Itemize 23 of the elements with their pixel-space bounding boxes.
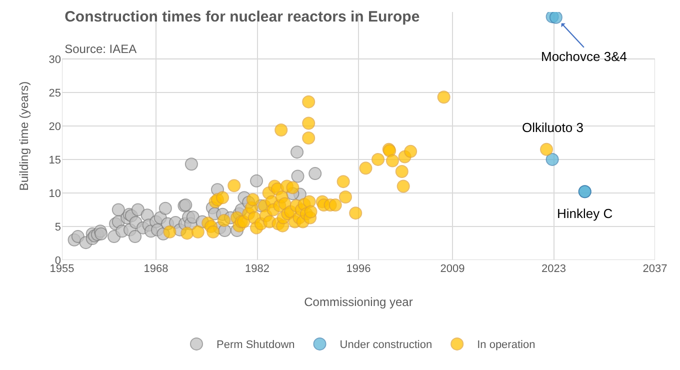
- y-tick-label: 30: [48, 54, 61, 66]
- y-tick-label: 5: [54, 221, 61, 234]
- annotation: Hinkley C: [557, 206, 613, 221]
- x-tick-label: 1996: [346, 263, 371, 275]
- y-tick-label: 25: [48, 87, 61, 100]
- x-tick-label: 2009: [440, 263, 465, 275]
- legend-label: Perm Shutdown: [216, 339, 295, 352]
- x-tick-label: 1955: [50, 263, 74, 275]
- y-tick-label: 10: [48, 188, 61, 200]
- chart-title: Construction times for nuclear reactors in Europe: [64, 8, 420, 26]
- y-axis-title: Building time (years): [17, 81, 31, 191]
- text: Source: IAEA: [64, 42, 137, 56]
- y-tick-label: 20: [48, 120, 61, 133]
- y-tick-label: 15: [48, 154, 61, 166]
- legend-label: In operation: [477, 339, 536, 352]
- x-axis-title: Commissioning year: [304, 295, 413, 309]
- legend-label: Under construction: [340, 339, 432, 352]
- annotation: Olkiluoto 3: [522, 120, 584, 135]
- annotation: Mochovce 3&4: [541, 49, 627, 64]
- x-tick-label: 2037: [642, 263, 668, 275]
- x-tick-label: 1982: [245, 263, 270, 275]
- x-tick-label: 1968: [144, 263, 168, 275]
- x-tick-label: 2023: [542, 263, 566, 275]
